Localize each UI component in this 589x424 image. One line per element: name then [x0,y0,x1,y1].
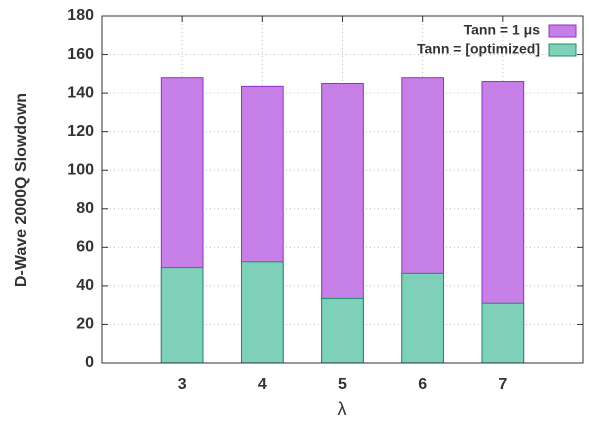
x-tick-label: 7 [498,376,507,393]
bar [321,297,364,364]
y-tick-label: 40 [76,277,94,294]
x-tick-label: 3 [178,376,187,393]
y-tick-label: 80 [76,200,94,217]
legend-swatch [548,43,577,57]
bar [481,302,525,364]
y-tick-label: 60 [76,239,94,256]
x-tick-label: 5 [338,376,347,393]
y-axis-title: D-Wave 2000Q Slowdown [13,93,30,287]
y-tick-label: 20 [76,316,94,333]
y-tick-label: 120 [67,123,94,140]
x-tick-label: 6 [418,376,427,393]
plot-frame [101,15,584,364]
y-tick-label: 0 [85,354,94,371]
y-tick-label: 140 [67,84,94,101]
x-tick-label: 4 [258,376,267,393]
bar [240,261,284,364]
legend-label: Tann = 1 μs [464,22,541,38]
y-tick-label: 160 [67,46,94,63]
legend-label: Tann = [optimized] [417,41,540,57]
y-tick-label: 100 [67,161,94,178]
x-axis-title: λ [338,399,347,419]
bar [160,267,204,364]
legend-swatch [548,24,577,38]
bar [401,272,445,364]
y-tick-label: 180 [67,7,94,24]
